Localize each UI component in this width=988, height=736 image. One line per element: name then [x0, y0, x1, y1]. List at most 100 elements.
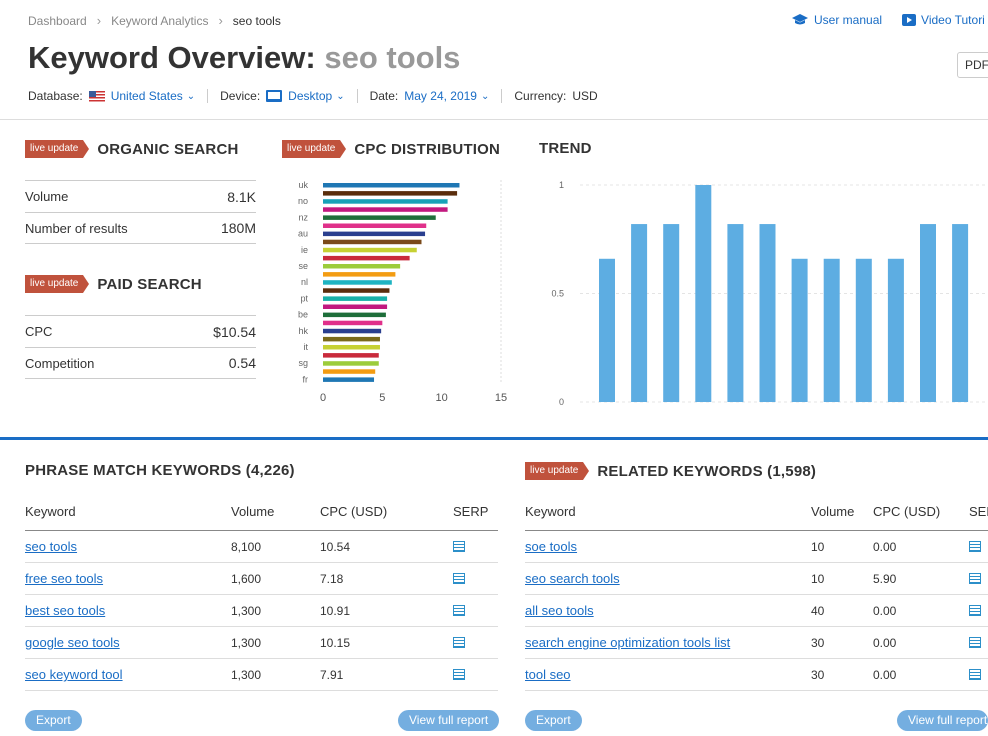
- live-update-badge: live update: [25, 275, 90, 293]
- serp-icon[interactable]: [453, 669, 465, 680]
- volume-cell: 1,600: [231, 571, 262, 586]
- serp-icon[interactable]: [969, 669, 981, 680]
- trend-bar: [727, 224, 744, 402]
- keyword-link[interactable]: free seo tools: [25, 571, 104, 586]
- serp-icon[interactable]: [453, 573, 465, 584]
- divider: [207, 89, 209, 103]
- keyword-link[interactable]: seo search tools: [525, 571, 620, 586]
- keyword-link[interactable]: google seo tools: [25, 635, 120, 650]
- video-tutorial-label: Video Tutori: [921, 13, 985, 27]
- cpc-cell: 5.90: [873, 571, 897, 586]
- phrase-match-table: Keyword Volume CPC (USD) SERP seo tools 8…: [25, 493, 498, 691]
- chevron-down-icon: ⌄: [336, 90, 345, 102]
- serp-icon[interactable]: [969, 573, 981, 584]
- keyword-link[interactable]: search engine optimization tools list: [525, 635, 731, 650]
- cpc-bar: [323, 255, 410, 261]
- metric-value: 0.54: [228, 355, 256, 371]
- cpc-distribution-header: live update CPC DISTRIBUTION: [282, 140, 500, 158]
- trend-header: TREND: [539, 140, 592, 157]
- graduation-cap-icon: [792, 14, 808, 25]
- country-label: uk: [298, 180, 308, 190]
- cpc-cell: 0.00: [873, 635, 897, 650]
- database-select[interactable]: United States ⌄: [88, 89, 196, 103]
- country-label: fr: [303, 374, 309, 384]
- trend-bar: [695, 185, 712, 402]
- keyword-link[interactable]: soe tools: [525, 539, 578, 554]
- column-header-serp: SERP: [969, 504, 988, 519]
- keyword-link[interactable]: all seo tools: [525, 603, 594, 618]
- page-title: Keyword Overview: seo tools: [28, 40, 460, 76]
- trend-bar: [855, 258, 872, 402]
- keyword-link[interactable]: best seo tools: [25, 603, 106, 618]
- column-header-volume[interactable]: Volume: [811, 504, 855, 519]
- serp-icon[interactable]: [453, 637, 465, 648]
- device-label: Device:: [220, 89, 261, 103]
- cpc-cell: 0.00: [873, 667, 897, 682]
- cpc-bar: [323, 353, 379, 358]
- live-update-badge: live update: [25, 140, 90, 158]
- column-header-cpc[interactable]: CPC (USD): [320, 504, 388, 519]
- breadcrumb-dashboard[interactable]: Dashboard: [28, 13, 87, 28]
- volume-cell: 30: [811, 667, 825, 682]
- y-tick-label: 0: [559, 397, 564, 407]
- country-label: it: [304, 342, 309, 352]
- paid-search-title: PAID SEARCH: [97, 275, 202, 293]
- keyword-cell: search engine optimization tools list: [525, 635, 811, 650]
- trend-bar: [887, 258, 904, 402]
- keyword-link[interactable]: seo tools: [25, 539, 78, 554]
- serp-icon[interactable]: [969, 605, 981, 616]
- phrase-view-full-report-button[interactable]: View full report: [398, 710, 500, 731]
- chevron-down-icon: ⌄: [186, 90, 196, 102]
- column-header-volume[interactable]: Volume: [231, 504, 275, 519]
- cpc-bar: [323, 377, 375, 382]
- table-row: search engine optimization tools list 30 0…: [525, 627, 988, 659]
- cpc-bar: [323, 312, 386, 318]
- volume-cell: 10: [811, 571, 825, 586]
- country-label: sg: [298, 358, 308, 368]
- serp-icon[interactable]: [453, 605, 465, 616]
- live-update-badge: live update: [525, 462, 590, 480]
- serp-icon[interactable]: [969, 541, 981, 552]
- keyword-cell: all seo tools: [525, 603, 811, 618]
- page-title-prefix: Keyword Overview:: [28, 40, 316, 75]
- related-view-full-report-button[interactable]: View full report: [897, 710, 988, 731]
- metric-value: $10.54: [213, 323, 256, 340]
- video-tutorial-link[interactable]: Video Tutori: [902, 13, 985, 27]
- metric-row: Competition 0.54: [25, 347, 256, 379]
- column-header-keyword[interactable]: Keyword: [525, 504, 576, 519]
- volume-cell: 10: [811, 539, 825, 554]
- live-update-badge: live update: [282, 140, 347, 158]
- related-export-button[interactable]: Export: [525, 710, 582, 731]
- user-manual-link[interactable]: User manual: [792, 13, 882, 27]
- column-header-cpc[interactable]: CPC (USD): [873, 504, 941, 519]
- currency-value: USD: [572, 89, 598, 103]
- paid-search-header: live update PAID SEARCH: [25, 275, 202, 293]
- date-value: May 24, 2019: [404, 89, 477, 103]
- metric-row: CPC $10.54: [25, 315, 256, 347]
- breadcrumb-keyword-analytics[interactable]: Keyword Analytics: [111, 13, 209, 28]
- device-select[interactable]: Desktop ⌄: [266, 89, 345, 103]
- trend-title: TREND: [539, 140, 592, 157]
- cpc-bar: [323, 272, 396, 277]
- phrase-export-button[interactable]: Export: [25, 710, 82, 731]
- phrase-match-title: PHRASE MATCH KEYWORDS (4,226): [25, 462, 295, 479]
- cpc-cell: 0.00: [873, 603, 897, 618]
- volume-cell: 1,300: [231, 635, 262, 650]
- keyword-link[interactable]: seo keyword tool: [25, 667, 123, 682]
- cpc-bar: [323, 191, 458, 196]
- keyword-link[interactable]: tool seo: [525, 667, 571, 682]
- cpc-bar: [323, 215, 436, 220]
- chevron-right-icon: ›: [218, 13, 223, 28]
- trend-bar: [823, 258, 840, 402]
- date-select[interactable]: May 24, 2019 ⌄: [404, 89, 489, 103]
- column-header-keyword[interactable]: Keyword: [25, 504, 76, 519]
- trend-bar: [791, 258, 808, 402]
- table-row: seo keyword tool 1,300 7.91: [25, 659, 498, 691]
- serp-icon[interactable]: [453, 541, 465, 552]
- pdf-button[interactable]: PDF: [957, 52, 988, 78]
- related-keywords-header: live update RELATED KEYWORDS (1,598): [525, 462, 816, 480]
- volume-cell: 40: [811, 603, 825, 618]
- breadcrumb: Dashboard › Keyword Analytics › seo tool…: [28, 13, 281, 28]
- serp-icon[interactable]: [969, 637, 981, 648]
- metric-label: Number of results: [25, 220, 128, 236]
